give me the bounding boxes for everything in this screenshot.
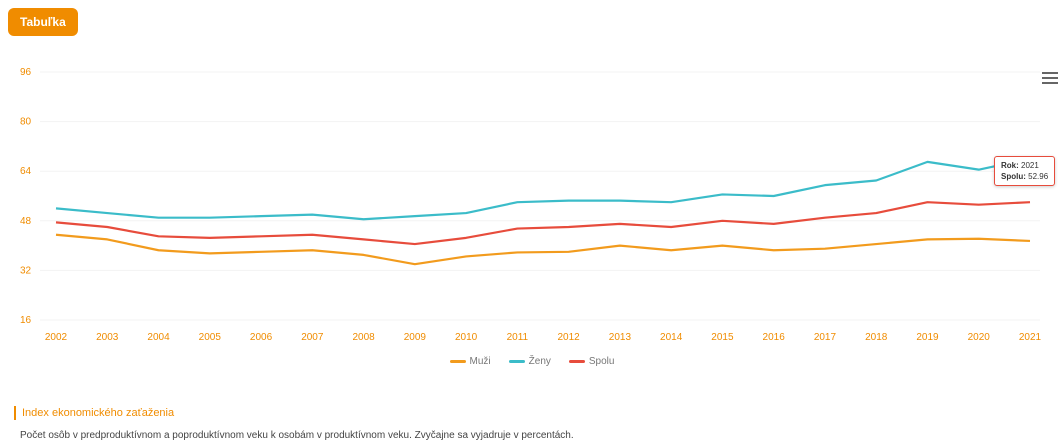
x-tick-label: 2007	[301, 332, 324, 343]
y-tick-label: 48	[20, 216, 32, 227]
x-tick-label: 2019	[916, 332, 939, 343]
series-line-muži[interactable]	[55, 233, 1031, 266]
legend-swatch	[449, 360, 466, 363]
y-tick-label: 96	[20, 67, 32, 78]
tooltip-series-value: 52.96	[1028, 172, 1049, 181]
x-tick-label: 2015	[711, 332, 734, 343]
x-tick-label: 2020	[968, 332, 991, 343]
legend-item[interactable]: Spolu	[568, 356, 615, 367]
info-description: Počet osôb v predproduktívnom a poproduk…	[20, 430, 574, 441]
x-tick-label: 2016	[763, 332, 786, 343]
x-tick-label: 2009	[404, 332, 427, 343]
line-chart: 16 32 48 64 80 96 2002 2003 2004 2005 2006 2007 2008…	[20, 67, 1042, 343]
series-line-ženy[interactable]	[55, 157, 1031, 221]
x-tick-label: 2021	[1019, 332, 1042, 343]
x-tick-label: 2008	[352, 332, 375, 343]
tooltip-series-label: Spolu:	[1001, 172, 1026, 181]
series-line-spolu[interactable]	[55, 201, 1031, 246]
y-tick-label: 32	[20, 265, 32, 276]
x-tick-label: 2012	[558, 332, 581, 343]
legend-label: Ženy	[528, 356, 551, 367]
chart-menu-icon[interactable]	[1042, 72, 1058, 86]
x-tick-label: 2014	[660, 332, 683, 343]
x-tick-label: 2006	[250, 332, 273, 343]
y-tick-label: 80	[20, 117, 32, 128]
legend-item[interactable]: Muži	[449, 356, 491, 367]
x-tick-label: 2017	[814, 332, 837, 343]
legend-item[interactable]: Ženy	[508, 356, 551, 367]
table-tab-button[interactable]: Tabuľka	[8, 8, 78, 36]
x-tick-label: 2010	[455, 332, 478, 343]
y-tick-label: 16	[20, 315, 32, 326]
x-tick-label: 2018	[865, 332, 888, 343]
tooltip-year-label: Rok:	[1001, 161, 1019, 170]
x-tick-label: 2003	[96, 332, 119, 343]
legend-label: Spolu	[588, 356, 615, 367]
x-tick-label: 2011	[507, 332, 529, 343]
x-tick-label: 2002	[45, 332, 68, 343]
x-tick-label: 2004	[147, 332, 170, 343]
legend-swatch	[568, 360, 585, 363]
x-tick-label: 2005	[199, 332, 222, 343]
legend-swatch	[508, 360, 525, 363]
info-title: Index ekonomického zaťaženia	[14, 406, 174, 420]
tooltip-year-value: 2021	[1021, 161, 1039, 170]
x-tick-label: 2013	[609, 332, 632, 343]
y-tick-label: 64	[20, 166, 32, 177]
chart-legend: Muži Ženy Spolu	[0, 356, 1064, 367]
chart-tooltip: Rok: 2021 Spolu: 52.96	[994, 156, 1056, 186]
legend-label: Muži	[469, 356, 491, 367]
